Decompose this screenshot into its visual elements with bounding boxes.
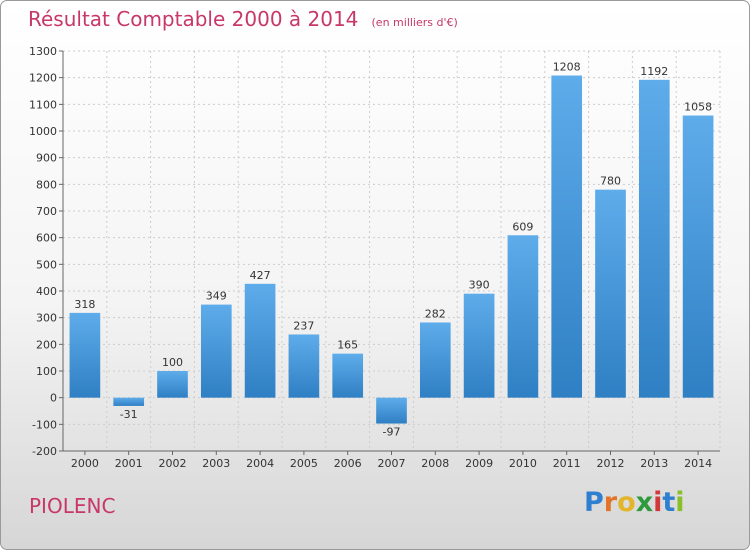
data-label: 609 xyxy=(512,220,533,233)
bar-2008 xyxy=(419,322,451,398)
y-tick-label: -100 xyxy=(32,418,57,431)
proxiti-logo: Proxiti xyxy=(584,487,685,518)
bars xyxy=(69,75,714,424)
data-label: 1058 xyxy=(684,101,712,114)
commune-name: PIOLENC xyxy=(29,494,116,518)
data-label: 318 xyxy=(74,298,95,311)
y-tick-label: 300 xyxy=(36,312,57,325)
y-tick-label: 100 xyxy=(36,365,57,378)
data-label: 282 xyxy=(425,307,446,320)
logo-letter: x xyxy=(635,487,654,518)
x-tick-label: 2003 xyxy=(202,457,230,470)
x-tick-label: 2010 xyxy=(509,457,537,470)
bar-2012 xyxy=(595,189,626,398)
data-label: -31 xyxy=(120,408,138,421)
y-tick-labels: -200 -100 0 100 200 300 400 500 600 700 800 900 1000… xyxy=(29,45,57,458)
logo-letter: i xyxy=(675,487,685,518)
bar-2014 xyxy=(682,115,714,398)
bar-2011 xyxy=(551,75,583,398)
chart-title: Résultat Comptable 2000 à 2014 xyxy=(28,7,359,31)
data-label: 427 xyxy=(250,269,271,282)
bar-2002 xyxy=(157,371,188,398)
chart-title-block: Résultat Comptable 2000 à 2014 (en milli… xyxy=(28,7,458,31)
data-label: 390 xyxy=(469,279,490,292)
bar-2009 xyxy=(463,293,495,398)
y-tick-label: 600 xyxy=(36,232,57,245)
data-label: 1192 xyxy=(640,65,668,78)
bar-2010 xyxy=(507,235,539,398)
y-tick-label: 900 xyxy=(36,152,57,165)
x-tick-label: 2006 xyxy=(334,457,362,470)
x-tick-label: 2005 xyxy=(290,457,318,470)
bar-2001 xyxy=(113,397,145,406)
bar-2003 xyxy=(200,304,232,398)
bar-2005 xyxy=(288,334,320,398)
x-tick-label: 2002 xyxy=(159,457,187,470)
y-tick-label: 700 xyxy=(36,205,57,218)
x-tick-label: 2009 xyxy=(465,457,493,470)
y-tick-label: 1100 xyxy=(29,98,57,111)
data-label: -97 xyxy=(383,426,401,439)
logo-letter: i xyxy=(653,487,663,518)
y-tick-label: 800 xyxy=(36,178,57,191)
x-tick-label: 2000 xyxy=(71,457,99,470)
data-label: 349 xyxy=(206,290,227,303)
x-tick-label: 2008 xyxy=(421,457,449,470)
data-label: 780 xyxy=(600,175,621,188)
x-tick-label: 2012 xyxy=(597,457,625,470)
y-tick-label: 1200 xyxy=(29,72,57,85)
data-label: 100 xyxy=(162,356,183,369)
x-tick-label: 2004 xyxy=(246,457,274,470)
logo-letter: o xyxy=(617,487,636,518)
data-label: 237 xyxy=(293,319,314,332)
y-tick-label: 200 xyxy=(36,338,57,351)
bar-2000 xyxy=(69,312,101,398)
axes xyxy=(59,50,720,455)
x-tick-label: 2011 xyxy=(553,457,581,470)
data-labels: 318 -31 100 349 427 237 165 -97 282 390 609 1208 780… xyxy=(74,61,712,439)
bar-2004 xyxy=(244,283,276,398)
y-tick-label: 1000 xyxy=(29,125,57,138)
bar-2007 xyxy=(376,397,407,424)
logo-letter: P xyxy=(584,487,604,518)
logo-letter: t xyxy=(662,487,676,518)
data-label: 1208 xyxy=(553,61,581,74)
logo-letter: r xyxy=(603,487,618,518)
data-label: 165 xyxy=(337,339,358,352)
y-tick-label: 1300 xyxy=(29,45,57,58)
y-tick-label: 500 xyxy=(36,258,57,271)
x-tick-label: 2013 xyxy=(640,457,668,470)
y-tick-label: -200 xyxy=(32,445,57,458)
y-tick-label: 0 xyxy=(50,392,57,405)
y-tick-label: 400 xyxy=(36,285,57,298)
bar-2013 xyxy=(638,79,670,398)
x-tick-label: 2001 xyxy=(115,457,143,470)
x-tick-label: 2007 xyxy=(378,457,406,470)
x-tick-label: 2014 xyxy=(684,457,712,470)
x-tick-labels: 2000 2001 2002 2003 2004 2005 2006 2007 2008 2009… xyxy=(71,457,712,470)
bar-2006 xyxy=(332,353,364,398)
chart-unit: (en milliers d'€) xyxy=(371,16,458,29)
